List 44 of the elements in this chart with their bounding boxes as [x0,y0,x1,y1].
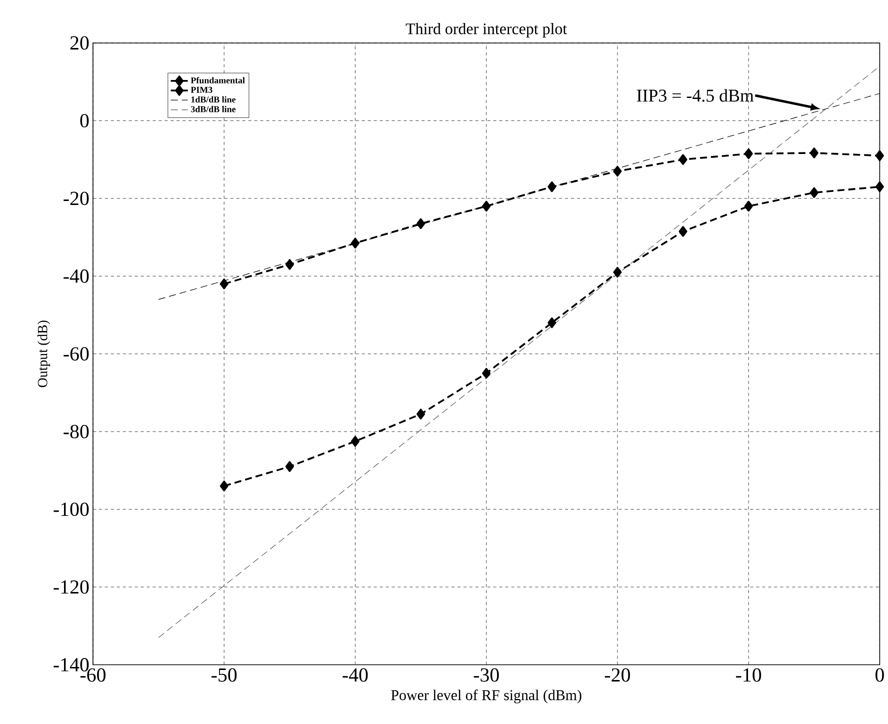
y-tick-label: -100 [54,502,89,516]
point [482,368,491,379]
point [875,150,884,162]
x-tick-label: 0 [875,668,884,682]
point [613,166,622,177]
point [678,154,688,166]
y-tick-label: -120 [54,580,89,594]
legend-label: PIM3 [190,86,212,93]
point [613,266,622,278]
point [744,200,753,212]
x-tick-label: -30 [474,668,499,682]
point [875,182,884,192]
point [350,436,360,447]
point [220,278,228,290]
legend-label: Pfundamental [190,77,245,84]
point [220,480,228,492]
legend-label: 1dB/dB line [191,96,236,103]
y-tick-label: -80 [64,424,89,438]
x-tick-label: -40 [342,668,368,682]
point [548,318,556,328]
point [285,259,294,270]
x-tick-label: -20 [604,668,630,682]
point [350,238,360,249]
point [416,408,426,420]
x-tick-label: -50 [212,668,237,682]
point [416,218,426,230]
annotation: IIP3 = -4.5 dBm [636,89,754,102]
y-tick-label: -40 [64,270,89,283]
point [482,200,491,212]
y-tick-label: 0 [80,114,89,128]
y-tick-label: -20 [64,192,89,206]
point [285,461,294,472]
y-axis-title: Output (dB) [37,320,50,388]
point [810,148,818,158]
y-tick-label: 20 [70,36,89,50]
legend-label: 3dB/dB line [191,106,236,112]
point [548,182,556,192]
chart-title: Third order intercept plot [406,23,567,38]
point [810,187,818,198]
x-axis-title: Power level of RF signal (dBm) [391,690,582,704]
point [678,226,688,237]
y-tick-label: -60 [64,347,89,361]
x-tick-label: -10 [736,668,762,682]
point [744,148,753,160]
